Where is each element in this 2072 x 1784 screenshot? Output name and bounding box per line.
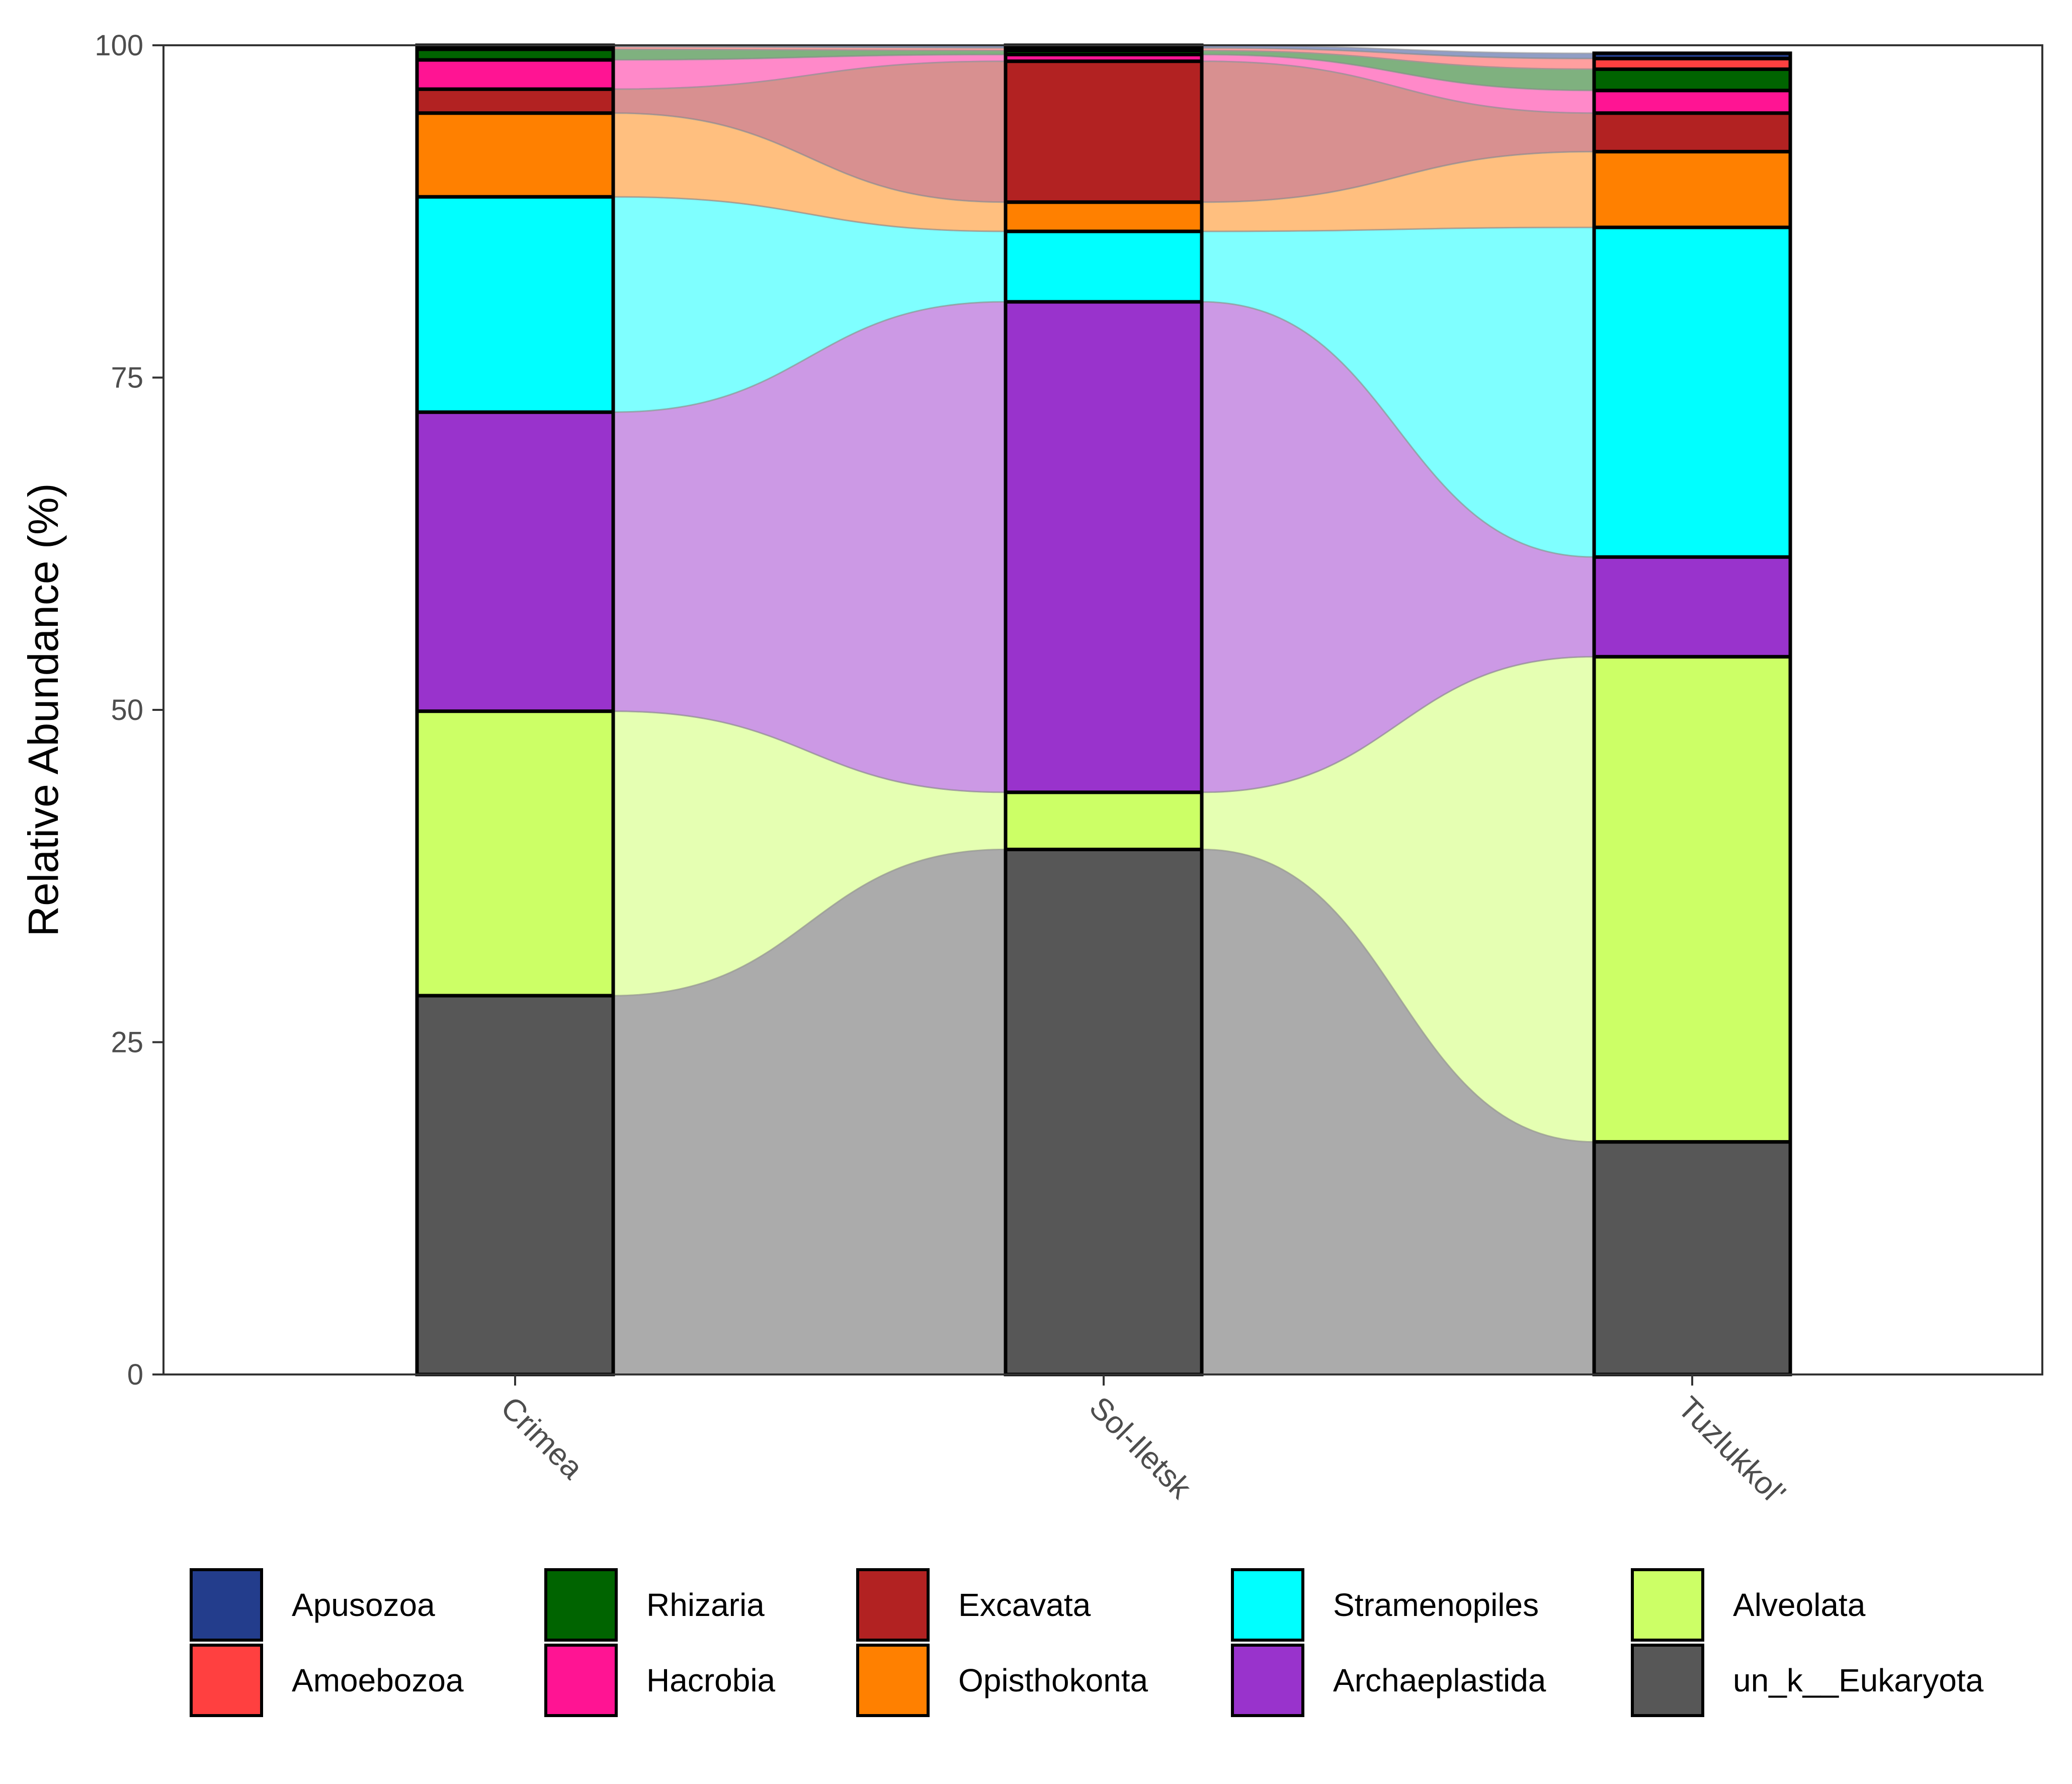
legend-label-archaeplastida: Archaeplastida	[1333, 1662, 1546, 1698]
bar-segment-sol-iletsk-archaeplastida	[1004, 300, 1204, 794]
y-tick-label: 0	[127, 1358, 143, 1391]
legend-swatch-opisthokonta	[856, 1644, 930, 1717]
bar-segment-tuzlukkol-un-k-eukaryota	[1592, 1140, 1792, 1376]
bar-segment-crimea-stramenopiles	[415, 195, 615, 414]
bar-segment-sol-iletsk-stramenopiles	[1004, 229, 1204, 304]
y-tick-label: 75	[111, 362, 143, 394]
bar-segment-sol-iletsk-excavata	[1004, 59, 1204, 204]
bar-segment-sol-iletsk-un-k-eukaryota	[1004, 847, 1204, 1376]
alluvial-flows	[612, 44, 1595, 1375]
legend-swatch-apusozoa	[190, 1568, 263, 1642]
y-tick-label: 50	[111, 694, 143, 726]
bar-segment-tuzlukkol-rhizaria	[1592, 67, 1792, 93]
y-tick-label: 25	[111, 1026, 143, 1059]
legend-swatch-stramenopiles	[1231, 1568, 1304, 1642]
bar-segment-crimea-hacrobia	[415, 58, 615, 91]
legend-label-hacrobia: Hacrobia	[646, 1662, 776, 1698]
legend-label-apusozoa: Apusozoa	[292, 1587, 435, 1623]
bar-segment-crimea-excavata	[415, 87, 615, 115]
stacked-bars	[415, 43, 1792, 1376]
legend-swatch-alveolata	[1631, 1568, 1704, 1642]
legend-label-stramenopiles: Stramenopiles	[1333, 1587, 1539, 1623]
legend-label-rhizaria: Rhizaria	[646, 1587, 765, 1623]
legend-label-opisthokonta: Opisthokonta	[958, 1662, 1148, 1698]
bar-segment-tuzlukkol-archaeplastida	[1592, 555, 1792, 659]
legend-label-amoebozoa: Amoebozoa	[292, 1662, 464, 1698]
legend-swatch-archaeplastida	[1231, 1644, 1304, 1717]
bar-segment-tuzlukkol-opisthokonta	[1592, 149, 1792, 229]
bar-segment-tuzlukkol-apusozoa	[1592, 51, 1792, 60]
y-axis-title: Relative Abundance (%)	[20, 483, 67, 936]
legend-swatch-hacrobia	[544, 1644, 618, 1717]
legend-swatch-excavata	[856, 1568, 930, 1642]
y-axis: 0 25 50 75 100	[95, 29, 163, 1391]
bar-segment-sol-iletsk-opisthokonta	[1004, 200, 1204, 233]
bar-segment-tuzlukkol-alveolata	[1592, 655, 1792, 1144]
legend-label-alveolata: Alveolata	[1733, 1587, 1866, 1623]
bar-segment-sol-iletsk-alveolata	[1004, 790, 1204, 851]
bar-segment-crimea-archaeplastida	[415, 410, 615, 713]
legend: Apusozoa Amoebozoa Rhizaria Hacrobia Excavat…	[190, 1568, 1984, 1717]
legend-swatch-amoebozoa	[190, 1644, 263, 1717]
legend-swatch-rhizaria	[544, 1568, 618, 1642]
legend-label-un-k-eukaryota: un_k__Eukaryota	[1733, 1662, 1984, 1698]
legend-swatch-un-k-eukaryota	[1631, 1644, 1704, 1717]
bar-segment-crimea-opisthokonta	[415, 111, 615, 199]
bar-segment-tuzlukkol-excavata	[1592, 111, 1792, 153]
bar-segment-tuzlukkol-hacrobia	[1592, 89, 1792, 115]
y-tick-label: 100	[95, 29, 143, 62]
bar-segment-crimea-alveolata	[415, 709, 615, 998]
bar-segment-crimea-un-k-eukaryota	[415, 994, 615, 1376]
legend-label-excavata: Excavata	[958, 1587, 1091, 1623]
bar-segment-tuzlukkol-stramenopiles	[1592, 225, 1792, 559]
